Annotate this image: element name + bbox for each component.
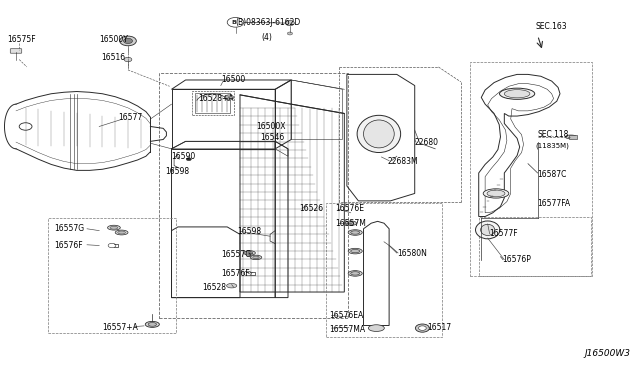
Ellipse shape (250, 255, 262, 260)
Text: 22683M: 22683M (387, 157, 418, 166)
Text: 16557M: 16557M (335, 219, 365, 228)
Bar (159, 73, 348, 318)
Circle shape (120, 36, 136, 46)
Text: 16576F: 16576F (221, 269, 250, 278)
Bar (470, 62, 592, 276)
Text: 16577F: 16577F (489, 229, 518, 238)
Ellipse shape (348, 222, 354, 224)
Ellipse shape (369, 325, 384, 331)
Ellipse shape (499, 88, 535, 99)
Ellipse shape (348, 248, 362, 254)
Text: 16557G: 16557G (54, 224, 84, 233)
FancyBboxPatch shape (10, 49, 22, 53)
Text: J16500W3: J16500W3 (584, 349, 630, 358)
Ellipse shape (253, 256, 259, 259)
Text: 16546: 16546 (260, 133, 285, 142)
Ellipse shape (351, 272, 360, 275)
Circle shape (124, 38, 132, 44)
Text: SEC.163: SEC.163 (535, 22, 566, 31)
Bar (326, 203, 442, 337)
Circle shape (287, 32, 292, 35)
Text: 16576P: 16576P (502, 255, 531, 264)
Text: (11835M): (11835M) (535, 142, 569, 149)
Circle shape (415, 324, 429, 332)
Text: 16576E: 16576E (335, 204, 364, 213)
Bar (48, 218, 176, 333)
Circle shape (227, 17, 244, 27)
Circle shape (419, 326, 426, 330)
Text: (B)08363J-6162D: (B)08363J-6162D (236, 18, 301, 27)
Text: 16516: 16516 (101, 53, 125, 62)
Text: 16576EA: 16576EA (330, 311, 364, 320)
Text: 16528+A: 16528+A (198, 94, 234, 103)
Text: 16557G: 16557G (221, 250, 251, 259)
Text: 16526: 16526 (300, 204, 324, 213)
Text: (4): (4) (261, 33, 272, 42)
Text: 16575F: 16575F (8, 35, 36, 44)
Ellipse shape (351, 231, 360, 234)
Bar (569, 135, 577, 139)
Circle shape (124, 57, 132, 62)
Text: 16557+A: 16557+A (102, 323, 138, 332)
Text: 16577FA: 16577FA (538, 199, 571, 208)
Ellipse shape (244, 251, 255, 255)
Text: 16517: 16517 (428, 323, 452, 332)
Ellipse shape (357, 115, 401, 153)
Ellipse shape (351, 249, 360, 253)
Circle shape (225, 95, 234, 100)
Ellipse shape (115, 230, 128, 235)
Text: 16587C: 16587C (538, 170, 567, 179)
Bar (479, 217, 591, 276)
Ellipse shape (108, 225, 120, 230)
Text: 16500Y: 16500Y (99, 35, 128, 44)
Text: SEC.118: SEC.118 (538, 130, 569, 139)
Text: 16557MA: 16557MA (330, 325, 365, 334)
Circle shape (186, 158, 191, 161)
Ellipse shape (118, 231, 125, 234)
Text: 16500X: 16500X (256, 122, 285, 131)
Ellipse shape (148, 323, 156, 326)
Text: 16598: 16598 (165, 167, 189, 176)
Ellipse shape (481, 224, 495, 235)
Text: 16500: 16500 (221, 76, 245, 84)
Circle shape (244, 271, 252, 276)
Ellipse shape (227, 283, 237, 288)
Text: 16580N: 16580N (397, 249, 427, 258)
Ellipse shape (145, 321, 159, 327)
Text: 16577: 16577 (118, 113, 143, 122)
Text: 16528: 16528 (202, 283, 227, 292)
Ellipse shape (565, 135, 577, 139)
Ellipse shape (364, 120, 394, 148)
Ellipse shape (348, 230, 362, 235)
Text: B: B (231, 20, 236, 25)
Circle shape (285, 20, 294, 26)
Ellipse shape (246, 251, 253, 254)
Circle shape (108, 243, 116, 248)
Ellipse shape (476, 221, 500, 239)
Text: 16590: 16590 (172, 152, 196, 161)
Ellipse shape (348, 271, 362, 276)
Ellipse shape (483, 189, 509, 198)
Text: 22680: 22680 (415, 138, 439, 147)
Ellipse shape (110, 226, 118, 229)
Text: 16576F: 16576F (54, 241, 83, 250)
Text: 16598: 16598 (237, 227, 261, 236)
Ellipse shape (345, 221, 356, 225)
Ellipse shape (487, 190, 505, 197)
Ellipse shape (504, 90, 530, 98)
